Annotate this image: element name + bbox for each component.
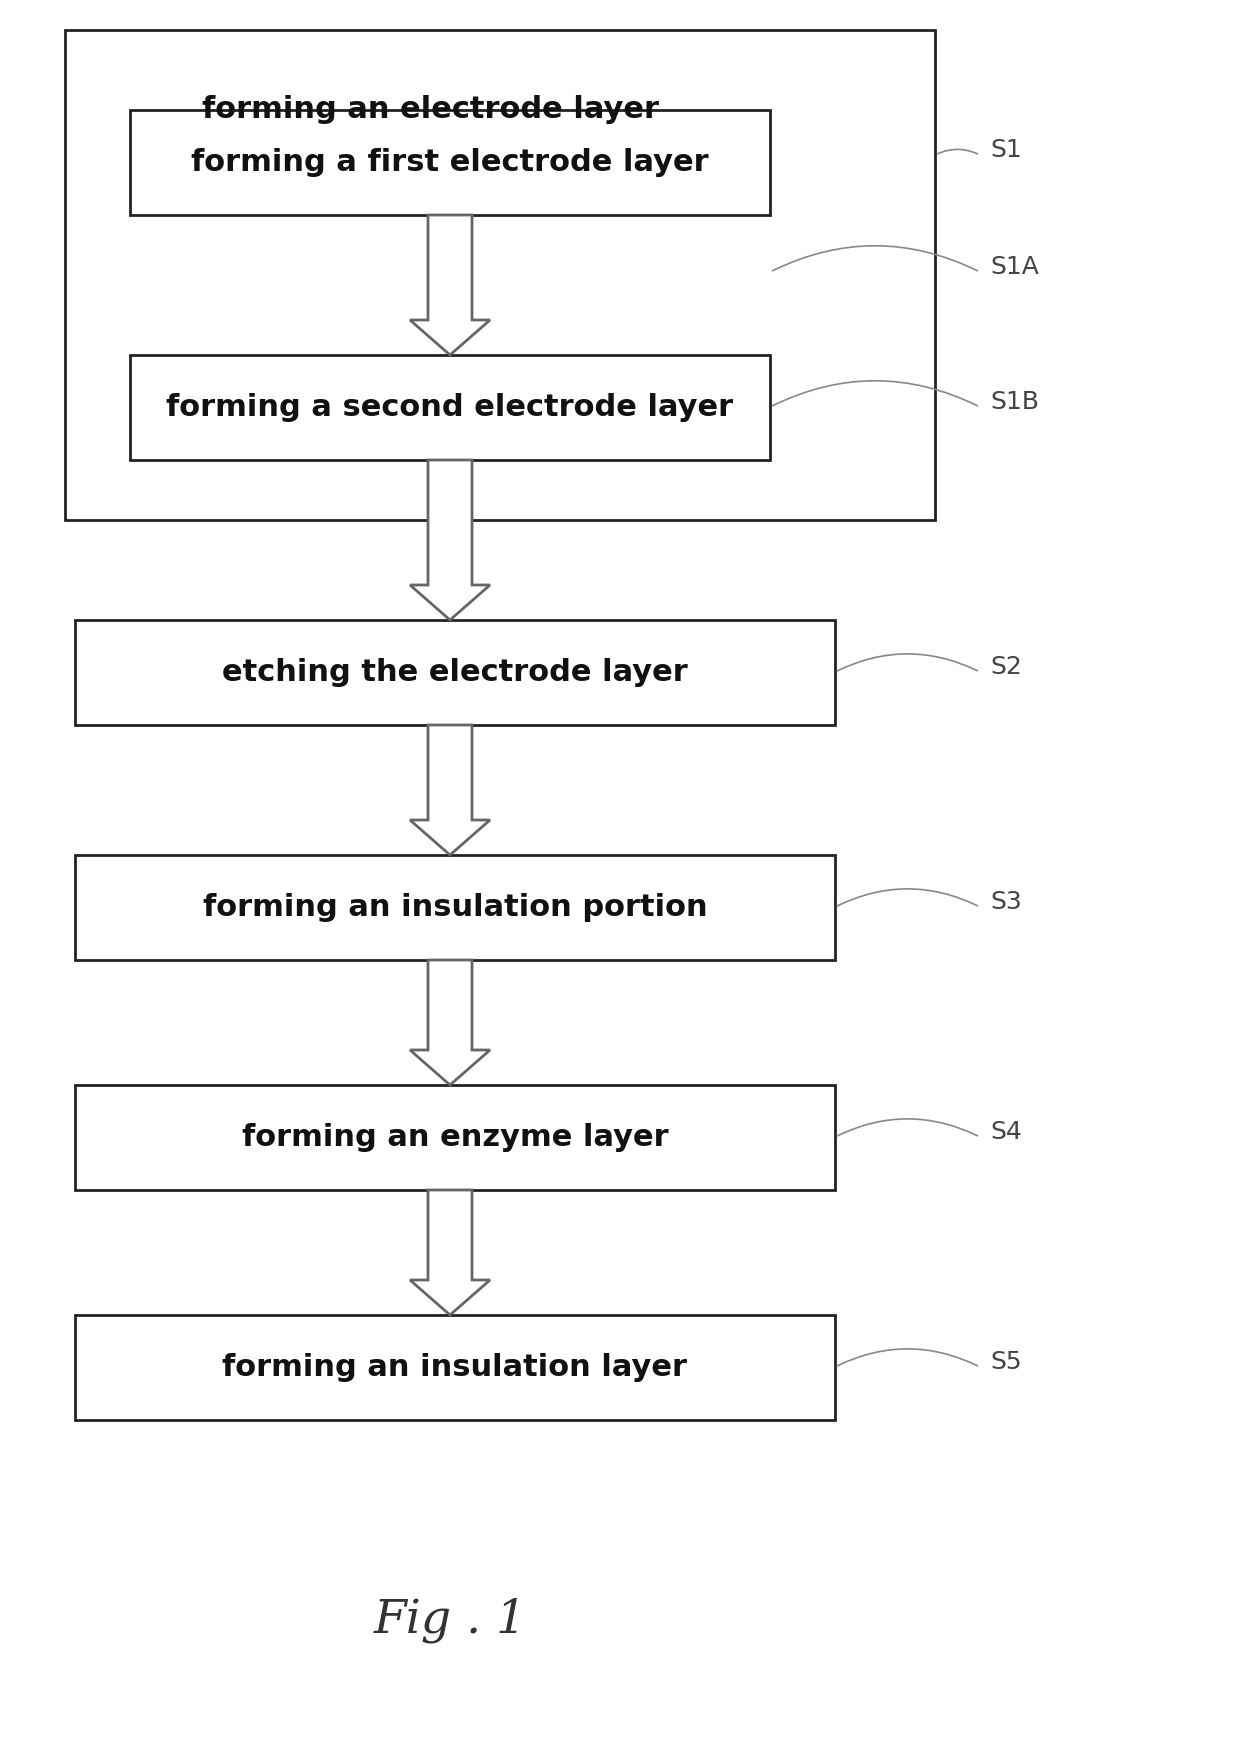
Bar bbox=[74, 1085, 835, 1191]
Polygon shape bbox=[410, 960, 490, 1085]
Text: forming an insulation portion: forming an insulation portion bbox=[202, 893, 707, 923]
Text: S3: S3 bbox=[990, 891, 1022, 914]
Text: forming a first electrode layer: forming a first electrode layer bbox=[191, 148, 709, 176]
Bar bbox=[130, 109, 770, 215]
Polygon shape bbox=[410, 215, 490, 355]
Text: S1: S1 bbox=[990, 138, 1022, 162]
Text: S1B: S1B bbox=[990, 390, 1039, 415]
Text: S2: S2 bbox=[990, 654, 1022, 679]
Text: forming an insulation layer: forming an insulation layer bbox=[222, 1353, 687, 1381]
Text: S5: S5 bbox=[990, 1349, 1022, 1374]
Text: S4: S4 bbox=[990, 1120, 1022, 1145]
Polygon shape bbox=[410, 460, 490, 619]
Polygon shape bbox=[410, 1191, 490, 1314]
Bar bbox=[74, 856, 835, 960]
Bar bbox=[64, 30, 935, 520]
Text: etching the electrode layer: etching the electrode layer bbox=[222, 658, 688, 686]
Text: S1A: S1A bbox=[990, 256, 1039, 279]
Text: Fig . 1: Fig . 1 bbox=[373, 1596, 527, 1642]
Bar bbox=[74, 619, 835, 725]
Text: forming an enzyme layer: forming an enzyme layer bbox=[242, 1124, 668, 1152]
Bar bbox=[130, 355, 770, 460]
Bar bbox=[74, 1314, 835, 1420]
Polygon shape bbox=[410, 725, 490, 856]
Text: forming a second electrode layer: forming a second electrode layer bbox=[166, 393, 734, 422]
Text: forming an electrode layer: forming an electrode layer bbox=[201, 95, 658, 125]
